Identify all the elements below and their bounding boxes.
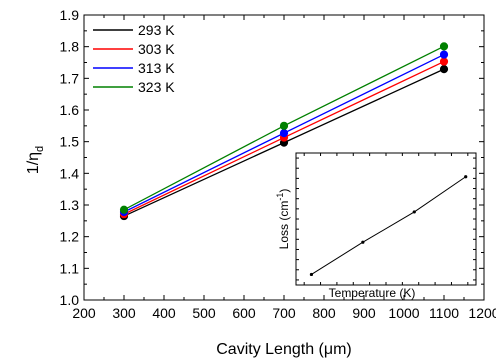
legend-label: 303 K bbox=[138, 41, 175, 57]
x-tick-label: 900 bbox=[352, 305, 376, 321]
legend-label: 323 K bbox=[138, 79, 175, 95]
y-axis-title-main: 1/η bbox=[25, 152, 42, 174]
y-axis-title-subscript: d bbox=[34, 146, 46, 152]
x-tick-label: 300 bbox=[112, 305, 136, 321]
inset-data-point bbox=[464, 175, 467, 178]
inset-data-point bbox=[310, 273, 313, 276]
data-point bbox=[120, 206, 127, 213]
y-tick-label: 1.4 bbox=[60, 165, 80, 181]
inset-y-axis-title-superscript: -1 bbox=[275, 193, 285, 201]
legend: 293 K 303 K 313 K 323 K bbox=[93, 22, 175, 95]
y-tick-label: 1.8 bbox=[60, 39, 80, 55]
x-tick-label: 1100 bbox=[429, 305, 459, 321]
data-point bbox=[440, 66, 447, 73]
inset-x-axis-title: Temperature (K) bbox=[329, 286, 416, 300]
data-point bbox=[440, 43, 447, 50]
inset-chart: Temperature (K) Loss (cm-1) bbox=[275, 153, 476, 300]
x-tick-label: 400 bbox=[152, 305, 176, 321]
y-tick-label: 1.0 bbox=[60, 292, 80, 308]
x-tick-label: 1000 bbox=[388, 305, 419, 321]
y-tick-label: 1.2 bbox=[60, 229, 80, 245]
legend-label: 313 K bbox=[138, 60, 175, 76]
data-point bbox=[280, 130, 287, 137]
x-tick-label: 800 bbox=[312, 305, 336, 321]
x-axis-title: Cavity Length (μm) bbox=[216, 341, 351, 358]
inset-data-point bbox=[361, 241, 364, 244]
data-point bbox=[440, 58, 447, 65]
y-tick-label: 1.5 bbox=[60, 134, 80, 150]
y-tick-label: 1.7 bbox=[60, 70, 80, 86]
x-tick-label: 700 bbox=[272, 305, 296, 321]
legend-label: 293 K bbox=[138, 22, 175, 38]
inset-y-axis-title: Loss (cm-1) bbox=[275, 189, 291, 250]
inset-frame bbox=[296, 153, 476, 285]
inset-y-axis-title-main: Loss (cm bbox=[277, 201, 291, 250]
inset-y-axis-title-close: ) bbox=[277, 189, 291, 193]
y-tick-label: 1.1 bbox=[60, 260, 80, 276]
data-point bbox=[280, 122, 287, 129]
y-tick-label: 1.6 bbox=[60, 102, 80, 118]
data-point bbox=[440, 51, 447, 58]
x-tick-label: 1200 bbox=[468, 305, 496, 321]
y-tick-label: 1.3 bbox=[60, 197, 80, 213]
x-tick-label: 500 bbox=[192, 305, 216, 321]
x-tick-label: 600 bbox=[232, 305, 256, 321]
y-axis-title: 1/ηd bbox=[25, 146, 46, 174]
y-tick-label: 1.9 bbox=[60, 7, 80, 23]
inset-data-point bbox=[413, 210, 416, 213]
